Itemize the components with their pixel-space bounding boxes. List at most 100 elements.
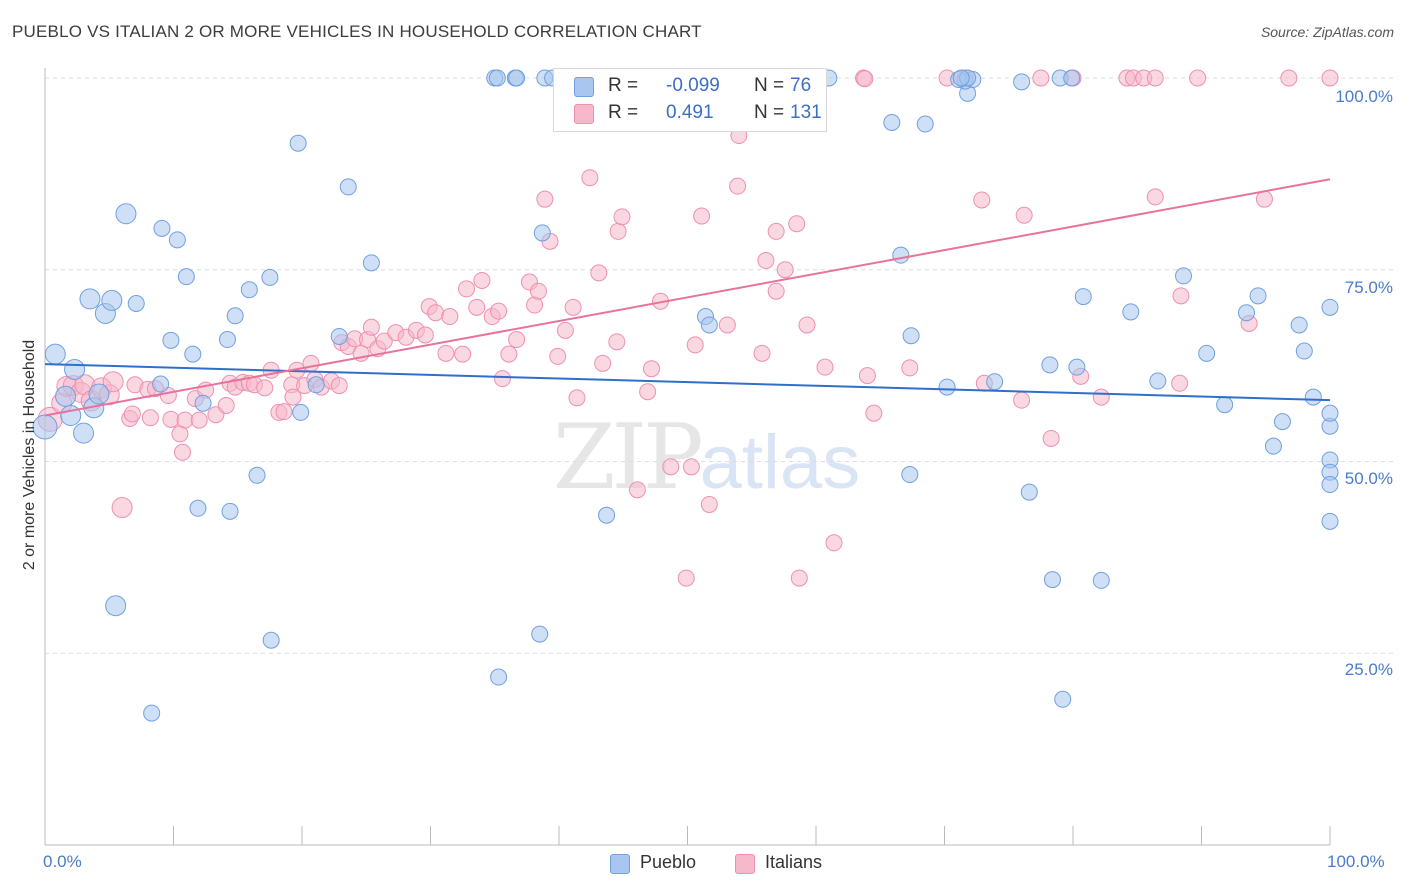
italians-point xyxy=(441,308,459,326)
pueblo-point xyxy=(221,502,239,520)
r-value: -0.099 xyxy=(666,75,720,96)
italians-point xyxy=(643,360,661,378)
pueblo-point xyxy=(105,595,127,617)
chart-source: Source: ZipAtlas.com xyxy=(1260,24,1394,40)
italians-point xyxy=(865,404,883,422)
pueblo-point xyxy=(1321,404,1339,422)
italians-point xyxy=(102,371,124,393)
italians-point xyxy=(1015,206,1033,224)
pueblo-point xyxy=(700,316,718,334)
pueblo-point xyxy=(330,327,348,345)
italians-point xyxy=(1146,69,1164,87)
italians-point xyxy=(1321,69,1339,87)
pueblo-point xyxy=(88,383,110,405)
pueblo-swatch xyxy=(610,854,630,874)
italians-point xyxy=(729,177,747,195)
italians-point xyxy=(123,405,141,423)
italians-point xyxy=(564,298,582,316)
pueblo-point xyxy=(194,394,212,412)
italians-point xyxy=(767,282,785,300)
pueblo-point xyxy=(240,281,258,299)
italians-point xyxy=(1172,287,1190,305)
italians-point xyxy=(1146,188,1164,206)
italians-point xyxy=(1171,374,1189,392)
pueblo-point xyxy=(488,69,506,87)
italians-point xyxy=(1189,69,1207,87)
italians-point xyxy=(284,388,302,406)
italians-point xyxy=(416,326,434,344)
italians-point xyxy=(1255,190,1273,208)
italians-point xyxy=(375,332,393,350)
italians-point xyxy=(856,70,874,88)
pueblo-point xyxy=(490,668,508,686)
pueblo-point xyxy=(533,224,551,242)
italians-point xyxy=(275,403,293,421)
pueblo-point xyxy=(883,113,901,131)
italians-trend-line xyxy=(44,178,1331,417)
pueblo-point xyxy=(1054,690,1072,708)
italians-point xyxy=(493,370,511,388)
italians-point xyxy=(790,569,808,587)
r-label: R = xyxy=(608,75,639,96)
pueblo-point xyxy=(1264,437,1282,455)
pueblo-point xyxy=(1175,267,1193,285)
pueblo-point xyxy=(508,69,526,87)
italians-point xyxy=(776,261,794,279)
italians-swatch xyxy=(574,104,594,124)
pueblo-point xyxy=(55,385,77,407)
italians-point xyxy=(190,411,208,429)
pueblo-point xyxy=(952,69,970,87)
italians-point xyxy=(437,344,455,362)
legend-label: Pueblo xyxy=(640,852,697,872)
pueblo-point xyxy=(531,625,549,643)
correlation-legend: R = -0.099 N = 76 R = 0.491 N = 131 xyxy=(553,68,827,132)
italians-point xyxy=(639,383,657,401)
pueblo-point xyxy=(1295,342,1313,360)
pueblo-point xyxy=(1321,298,1339,316)
pueblo-point xyxy=(143,704,161,722)
italians-point xyxy=(609,222,627,240)
x-tick-label: 100.0% xyxy=(1327,852,1385,871)
y-tick-label: 100.0% xyxy=(1335,87,1393,106)
pueblo-point xyxy=(101,289,123,311)
italians-point xyxy=(490,302,508,320)
italians-point xyxy=(816,358,834,376)
italians-point xyxy=(568,389,586,407)
pueblo-point xyxy=(1041,356,1059,374)
pueblo-point xyxy=(44,343,66,365)
italians-point xyxy=(330,377,348,395)
pueblo-point xyxy=(986,373,1004,391)
pueblo-point xyxy=(73,422,95,444)
italians-point xyxy=(581,169,599,187)
italians-point xyxy=(457,280,475,298)
italians-point xyxy=(628,481,646,499)
italians-point xyxy=(798,316,816,334)
pueblo-point xyxy=(902,327,920,345)
italians-point xyxy=(1280,69,1298,87)
italians-point xyxy=(454,345,472,363)
pueblo-point xyxy=(262,631,280,649)
pueblo-point xyxy=(289,134,307,152)
italians-point xyxy=(1032,69,1050,87)
pueblo-point xyxy=(1063,69,1081,87)
pueblo-point xyxy=(1290,316,1308,334)
n-label: N = xyxy=(754,75,785,96)
italians-point xyxy=(590,264,608,282)
y-tick-label: 25.0% xyxy=(1344,660,1393,679)
pueblo-point xyxy=(162,331,180,349)
italians-point xyxy=(825,534,843,552)
pueblo-point xyxy=(177,268,195,286)
n-value: 131 xyxy=(790,102,822,123)
pueblo-point xyxy=(339,178,357,196)
italians-point xyxy=(536,190,554,208)
italians-point xyxy=(1042,429,1060,447)
italians-point xyxy=(173,443,191,461)
pueblo-point xyxy=(916,115,934,133)
pueblo-point xyxy=(218,331,236,349)
watermark-zip: ZIP xyxy=(553,405,704,510)
r-value: 0.491 xyxy=(666,102,714,123)
pueblo-point xyxy=(1068,358,1086,376)
italians-point xyxy=(111,497,133,519)
italians-point xyxy=(788,215,806,233)
pueblo-trend-line xyxy=(44,363,1331,402)
